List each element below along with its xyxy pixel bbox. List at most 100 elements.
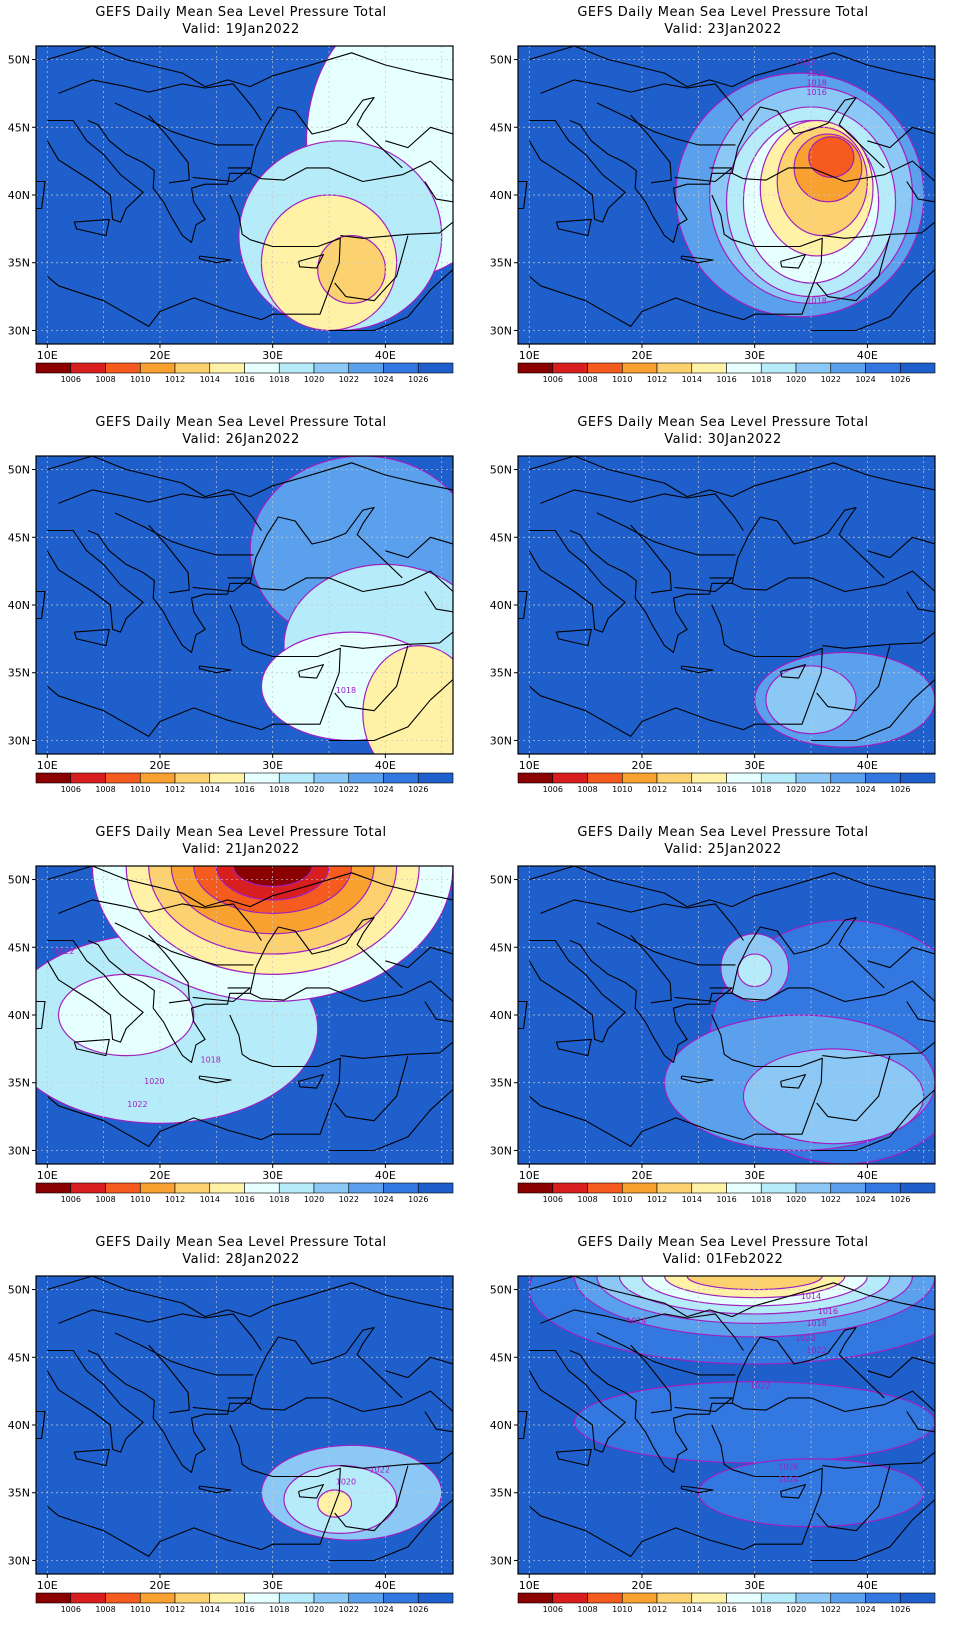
colorbar-swatch: [899, 1592, 936, 1604]
coastline: [884, 980, 935, 1023]
coastline: [58, 899, 262, 941]
coastline: [192, 167, 251, 183]
pressure-map: 50N 45N 40N 35N 30N 10E 20E 30E 40E 1006 1008 1010 1…: [8, 45, 454, 384]
panel-valid-date: Valid: 28Jan2022: [182, 1252, 300, 1267]
map-panel: GEFS Daily Mean Sea Level Pressure Total…: [482, 820, 964, 1230]
contour-label: 1026: [778, 1463, 798, 1472]
coastline: [198, 255, 232, 264]
colorbar-swatch: [656, 1592, 693, 1604]
coastline: [780, 1074, 806, 1089]
latitude-label: 45N: [8, 941, 30, 954]
colorbar-swatch: [417, 772, 454, 784]
coastline: [867, 946, 935, 969]
coastline: [569, 119, 744, 243]
coastline: [674, 987, 733, 1003]
pressure-map: 50N 45N 40N 35N 30N 10E 20E 30E 40E 1006 1008 1010 1…: [490, 865, 936, 1204]
coastline: [47, 46, 453, 88]
coastline: [47, 1276, 453, 1318]
colorbar-label: 1018: [269, 375, 289, 384]
map-panel: GEFS Daily Mean Sea Level Pressure Total…: [0, 1230, 482, 1640]
colorbar-label: 1006: [61, 1195, 81, 1204]
coastline: [148, 524, 190, 594]
colorbar-swatch: [726, 362, 762, 374]
colorbar-swatch: [830, 772, 866, 784]
colorbar-swatch: [244, 362, 280, 374]
coastline: [884, 570, 935, 613]
latitude-label: 40N: [8, 189, 30, 202]
contour-label: 1022: [370, 1465, 390, 1474]
colorbar-label: 1020: [786, 1605, 806, 1614]
colorbar-swatch: [313, 772, 350, 784]
coastline: [743, 1397, 885, 1413]
colorbar-swatch: [209, 1182, 245, 1194]
latitude-label: 30N: [490, 324, 512, 337]
latitude-label: 30N: [490, 734, 512, 747]
panel-valid-date: Valid: 19Jan2022: [182, 22, 300, 37]
longitude-label: 30E: [262, 1579, 283, 1592]
coastline: [198, 665, 232, 674]
coastline: [402, 980, 453, 1023]
coastline: [340, 1041, 453, 1059]
longitude-label: 30E: [262, 1169, 283, 1182]
colorbar-swatch: [621, 1182, 658, 1194]
longitude-label: 40E: [857, 349, 878, 362]
colorbar-swatch: [587, 1592, 623, 1604]
colorbar-label: 1012: [165, 785, 185, 794]
colorbar-swatch: [70, 1182, 106, 1194]
colorbar-label: 1006: [543, 785, 563, 794]
coastline: [540, 79, 744, 121]
coastline: [192, 577, 251, 593]
colorbar-label: 1006: [543, 1195, 563, 1204]
colorbar-label: 1012: [165, 375, 185, 384]
colorbar-label: 1018: [751, 1195, 771, 1204]
coastline: [114, 1332, 254, 1376]
coastline: [731, 96, 885, 174]
colorbar-label: 1014: [200, 1195, 220, 1204]
colorbar-label: 1024: [855, 1605, 875, 1614]
colorbar-swatch: [865, 772, 901, 784]
latitude-label: 40N: [8, 1009, 30, 1022]
colorbar-label: 1010: [130, 1195, 150, 1204]
colorbar-label: 1012: [647, 1195, 667, 1204]
contour-label: 1020: [806, 69, 826, 78]
coastline: [298, 1484, 324, 1499]
contour-label: 1020: [795, 1334, 815, 1343]
colorbar-label: 1024: [373, 1605, 393, 1614]
coastline: [822, 1451, 935, 1469]
colorbar-label: 1010: [130, 785, 150, 794]
colorbar-label: 1008: [95, 785, 115, 794]
coastline: [87, 119, 262, 243]
pressure-contour: [808, 136, 855, 178]
coastline: [811, 679, 935, 742]
coastline: [528, 529, 626, 633]
coastline: [329, 269, 453, 332]
contour-label: 1024: [626, 1316, 646, 1325]
coastline: [58, 489, 262, 531]
colorbar-label: 1016: [716, 375, 736, 384]
colorbar-swatch: [35, 362, 72, 374]
coastline: [630, 114, 672, 184]
contour-label: 1020: [336, 1478, 356, 1487]
latitude-label: 45N: [8, 1351, 30, 1364]
colorbar-label: 1018: [269, 1605, 289, 1614]
latitude-label: 50N: [490, 464, 512, 477]
colorbar-label: 1016: [716, 1605, 736, 1614]
colorbar-label: 1026: [408, 1605, 428, 1614]
colorbar-swatch: [865, 1592, 901, 1604]
pressure-map: 1014 1016 1018 1020 1022 1024 1022 1026 1024 50N 4…: [490, 1275, 936, 1614]
colorbar-swatch: [795, 1592, 832, 1604]
latitude-label: 40N: [490, 189, 512, 202]
coastline: [329, 679, 453, 742]
contour-label: 1022: [795, 58, 815, 67]
panel-valid-date: Valid: 26Jan2022: [182, 432, 300, 447]
colorbar-label: 1022: [821, 1195, 841, 1204]
coastline: [596, 922, 736, 966]
coastline: [329, 1089, 453, 1152]
coastline: [385, 536, 453, 559]
colorbar-swatch: [313, 1182, 350, 1194]
coastline: [249, 506, 403, 584]
longitude-label: 30E: [744, 1169, 765, 1182]
colorbar-swatch: [139, 1592, 176, 1604]
colorbar-swatch: [621, 1592, 658, 1604]
